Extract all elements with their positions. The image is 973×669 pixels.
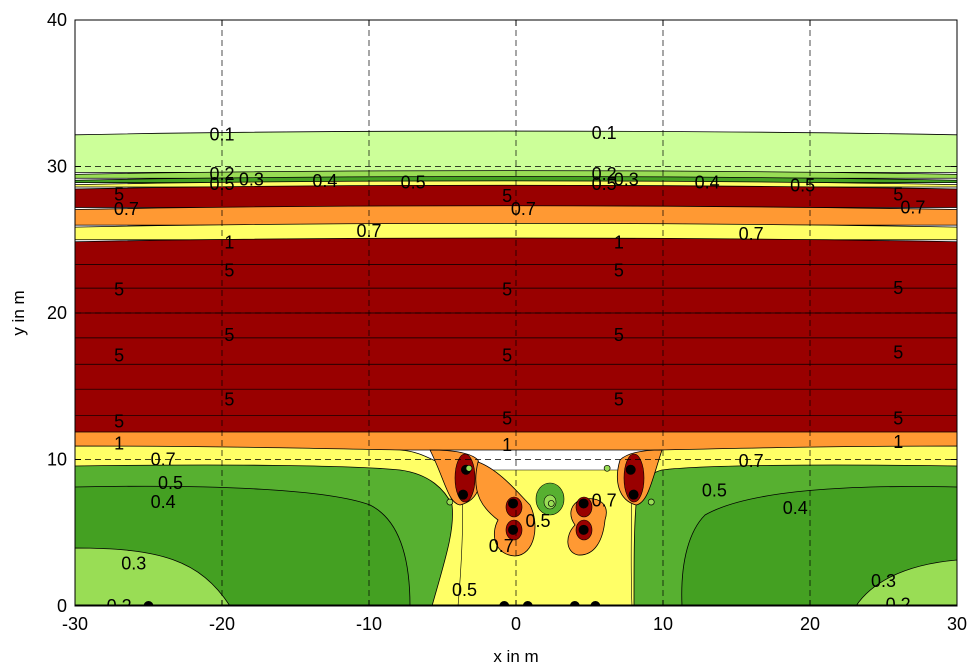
x-tick-label: 10 (653, 614, 673, 634)
contour-label: 0.5 (790, 176, 815, 196)
small-marker (465, 464, 473, 472)
x-axis-label: x in m (493, 647, 538, 666)
contour-label: 1 (224, 233, 234, 253)
contour-label: 0.4 (695, 173, 720, 193)
source-marker (569, 601, 580, 606)
contour-label: 0.7 (356, 221, 381, 241)
contour-label: 0.2 (886, 595, 911, 615)
lower-contour-region (75, 431, 957, 606)
x-axis-ticks: -30 -20 -10 0 10 20 30 (62, 20, 967, 634)
x-tick-label: 20 (800, 614, 820, 634)
contour-label: 5 (614, 389, 624, 409)
y-axis-label: y in m (9, 290, 28, 335)
y-tick-label: 0 (57, 596, 67, 616)
source-marker (499, 601, 510, 606)
contour-label: 5 (614, 261, 624, 281)
small-marker (446, 498, 454, 506)
source-marker (458, 489, 469, 500)
source-marker (590, 601, 601, 606)
contour-label: 5 (224, 325, 234, 345)
contour-label: 5 (614, 325, 624, 345)
source-marker (578, 498, 589, 509)
source-marker (578, 524, 589, 535)
contour-label: 0.3 (121, 554, 146, 574)
contour-label: 0.5 (401, 173, 426, 193)
contour-label: 0.5 (158, 473, 183, 493)
contour-label: 0.4 (151, 492, 176, 512)
contour-label: 5 (502, 345, 512, 365)
contour-label: 5 (893, 408, 903, 428)
grid-lines (75, 20, 957, 606)
small-marker (603, 464, 611, 472)
y-tick-label: 10 (47, 450, 67, 470)
y-tick-label: 40 (47, 10, 67, 30)
contour-labels: 0.1 0.10.2 0.20.3 0.30.5 0.50.4 0.40.5 0.55 5 50… (107, 123, 926, 616)
y-axis-ticks: 0 10 20 30 40 (47, 10, 957, 616)
contour-label: 0.4 (312, 171, 337, 191)
x-tick-label: -10 (356, 614, 382, 634)
contour-label: 0.7 (739, 451, 764, 471)
contour-label: 0.7 (151, 450, 176, 470)
contour-label: 5 (224, 261, 234, 281)
source-markers (143, 464, 655, 606)
contour-label: 5 (502, 186, 512, 206)
contour-label: 5 (114, 184, 124, 204)
y-tick-label: 20 (47, 303, 67, 323)
source-marker (625, 464, 636, 475)
contour-label: 0.3 (614, 170, 639, 190)
contour-label: 5 (114, 280, 124, 300)
contour-label: 1 (893, 432, 903, 452)
contour-label: 0.5 (209, 174, 234, 194)
y-tick-label: 30 (47, 157, 67, 177)
x-tick-label: -20 (209, 614, 235, 634)
contour-label: 0.4 (783, 498, 808, 518)
contour-label: 0.5 (702, 480, 727, 500)
contour-label: 0.2 (107, 596, 132, 616)
darkgreen-region-right (681, 486, 957, 606)
contour-label: 0.7 (114, 199, 139, 219)
contour-label: 0.3 (239, 170, 264, 190)
contour-label: 0.5 (452, 580, 477, 600)
contour-label: 5 (114, 411, 124, 431)
contour-label: 5 (893, 343, 903, 363)
contour-label: 0.7 (489, 536, 514, 556)
contour-label: 0.3 (871, 571, 896, 591)
contour-label: 0.2 (209, 164, 234, 184)
x-tick-label: 0 (511, 614, 521, 634)
contour-label: 5 (114, 345, 124, 365)
x-tick-label: 30 (947, 614, 967, 634)
contour-label: 5 (502, 408, 512, 428)
small-marker (647, 498, 655, 506)
contour-label: 0.5 (592, 174, 617, 194)
x-tick-label: -30 (62, 614, 88, 634)
source-marker (522, 601, 533, 606)
contour-label: 0.7 (739, 224, 764, 244)
contour-label: 0.2 (592, 164, 617, 184)
contour-label: 5 (224, 389, 234, 409)
source-marker (508, 498, 519, 509)
source-marker (508, 524, 519, 535)
contour-label: 0.5 (526, 511, 551, 531)
contour-label: 1 (614, 233, 624, 253)
small-marker (547, 500, 555, 507)
contour-label: 5 (893, 184, 903, 204)
contour-label: 0.7 (511, 199, 536, 219)
plot-area: 0.1 0.10.2 0.20.3 0.30.5 0.50.4 0.40.5 0.55 5 50… (75, 20, 957, 616)
contour-label: 0.1 (592, 123, 617, 143)
contour-label: 5 (502, 280, 512, 300)
contour-band-0-3 (75, 176, 957, 184)
contour-label: 0.1 (209, 124, 234, 144)
contour-label: 5 (893, 278, 903, 298)
contour-label: 0.7 (900, 198, 925, 218)
source-marker (628, 489, 639, 500)
contour-label: 1 (502, 435, 512, 455)
contour-band-0-5 (75, 184, 957, 208)
source-marker (143, 601, 154, 606)
contour-label: 0.7 (592, 491, 617, 511)
contour-label: 1 (114, 433, 124, 453)
